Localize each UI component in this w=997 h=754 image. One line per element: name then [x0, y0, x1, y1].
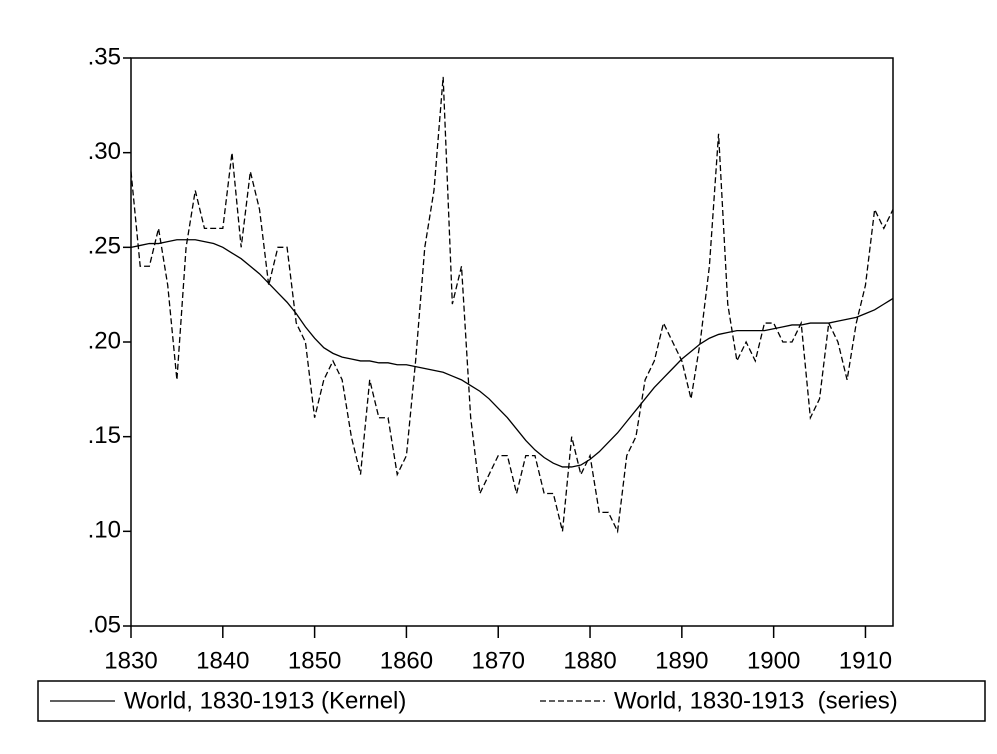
x-tick-label: 1850	[288, 647, 341, 674]
y-tick-label: .35	[88, 43, 121, 70]
data-line	[130, 76, 894, 534]
x-tick-label: 1830	[104, 647, 157, 674]
x-tick-label: 1900	[747, 647, 800, 674]
legend-label: World, 1830-1913 (series)	[614, 687, 898, 714]
x-tick-label: 1890	[655, 647, 708, 674]
y-tick-label: .05	[88, 611, 121, 638]
y-tick-label: .25	[88, 233, 121, 260]
legend-label: World, 1830-1913 (Kernel)	[124, 687, 406, 714]
x-tick-label: 1870	[472, 647, 525, 674]
x-tick-label: 1910	[839, 647, 892, 674]
x-tick-label: 1880	[563, 647, 616, 674]
y-tick-label: .20	[88, 327, 121, 354]
x-tick-label: 1860	[380, 647, 433, 674]
y-tick-label: .10	[88, 517, 121, 544]
plot-frame	[130, 57, 894, 627]
data-line	[130, 239, 894, 468]
y-tick-label: .15	[88, 422, 121, 449]
y-tick-label: .30	[88, 138, 121, 165]
x-tick-label: 1840	[196, 647, 249, 674]
legend-box	[37, 680, 986, 722]
